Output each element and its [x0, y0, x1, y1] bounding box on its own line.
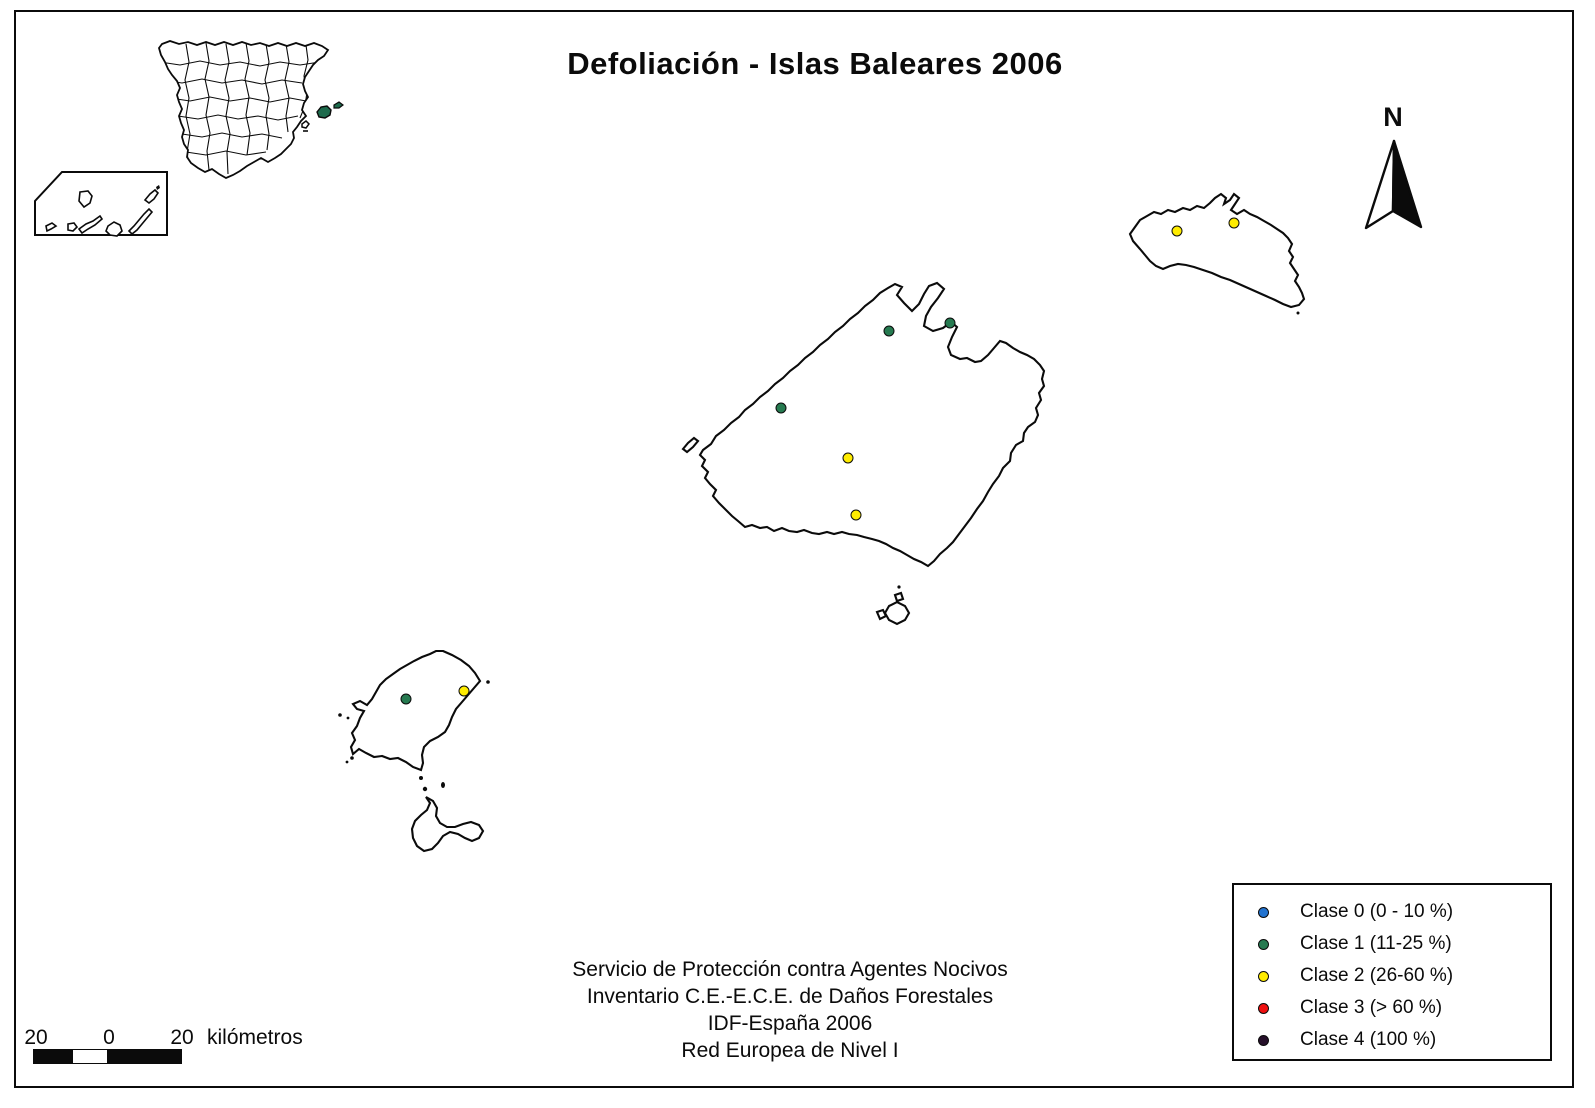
island-formentera: [410, 796, 485, 853]
canary-island-gran-canaria: [105, 221, 123, 237]
marker-menorca-clase-2: [1171, 225, 1183, 237]
attribution-line: Servicio de Protección contra Agentes No…: [572, 958, 1008, 981]
canary-inset-box: [34, 171, 168, 237]
attribution-block: Servicio de Protección contra Agentes No…: [440, 956, 1140, 1064]
legend-dot-clase-3: [1258, 1002, 1269, 1014]
attribution-line: IDF-España 2006: [707, 1012, 873, 1035]
inset-menorca: [333, 101, 344, 109]
legend-dot-clase-2: [1258, 970, 1269, 982]
legend-item-label: Clase 0 (0 - 10 %): [1300, 901, 1454, 922]
scalebar-segment-black-right: [107, 1050, 181, 1063]
marker-ibiza-clase-1: [400, 693, 412, 705]
canary-island-tenerife: [77, 214, 104, 235]
marker-mallorca-clase-1: [883, 325, 895, 337]
island-cabrera: [875, 585, 911, 626]
legend-dot-clase-0: [1258, 906, 1269, 918]
canary-islet: [156, 185, 160, 190]
minor-islets: [338, 311, 1300, 792]
legend-item-clase-3: Clase 3 (> 60 %): [1258, 992, 1550, 1024]
island-ibiza: [349, 649, 482, 772]
inset-mallorca-highlight: [316, 105, 332, 119]
canary-island-lanzarote: [143, 188, 160, 205]
spain-peninsula: [158, 40, 330, 180]
legend-item-label: Clase 3 (> 60 %): [1300, 997, 1443, 1018]
map-frame: [14, 10, 1574, 1088]
marker-mallorca-clase-1: [775, 402, 787, 414]
scalebar-bar: [33, 1049, 182, 1064]
island-menorca: [1128, 192, 1306, 309]
marker-mallorca-clase-2: [842, 452, 854, 464]
inset-ibiza: [301, 120, 310, 129]
scalebar-label-zero: 0: [103, 1026, 115, 1049]
north-arrow-icon: [1364, 139, 1423, 230]
marker-mallorca-clase-2: [850, 509, 862, 521]
islands-layer: [338, 192, 1306, 853]
scalebar-label-left: 20: [24, 1026, 48, 1049]
scalebar-label-right: 20: [170, 1026, 194, 1049]
legend-box: Clase 0 (0 - 10 %) Clase 1 (11-25 %) Cla…: [1232, 883, 1552, 1061]
island-dragonera: [681, 436, 700, 454]
attribution-line: Inventario C.E.-E.C.E. de Daños Forestal…: [586, 985, 994, 1008]
scalebar-segment-white: [73, 1050, 107, 1063]
page-title: Defoliación - Islas Baleares 2006: [567, 46, 1063, 81]
canary-island-fuerteventura: [127, 207, 154, 236]
legend-item-clase-4: Clase 4 (100 %): [1258, 1024, 1550, 1056]
legend-item-label: Clase 4 (100 %): [1300, 1029, 1437, 1050]
attribution-line: Red Europea de Nivel I: [681, 1039, 899, 1062]
canary-island-el-hierro: [45, 222, 58, 233]
scalebar-segment-black-left: [34, 1050, 73, 1063]
legend-item-clase-1: Clase 1 (11-25 %): [1258, 928, 1550, 960]
canary-island-la-palma: [78, 190, 93, 209]
marker-menorca-clase-2: [1228, 217, 1240, 229]
legend-dot-clase-4: [1258, 1034, 1269, 1046]
canary-island-la-gomera: [67, 222, 79, 232]
legend-item-label: Clase 1 (11-25 %): [1300, 933, 1452, 954]
province-boundaries: [159, 42, 321, 175]
legend-dot-clase-1: [1258, 938, 1269, 950]
legend-item-clase-2: Clase 2 (26-60 %): [1258, 960, 1550, 992]
scalebar-unit-label: kilómetros: [207, 1026, 303, 1049]
marker-ibiza-clase-2: [458, 685, 470, 697]
legend-item-clase-0: Clase 0 (0 - 10 %): [1258, 896, 1550, 928]
island-mallorca: [698, 281, 1046, 568]
marker-mallorca-clase-1: [944, 317, 956, 329]
legend-item-label: Clase 2 (26-60 %): [1300, 965, 1454, 986]
north-arrow-label: N: [1383, 102, 1403, 132]
spain-inset-map: [34, 40, 344, 237]
